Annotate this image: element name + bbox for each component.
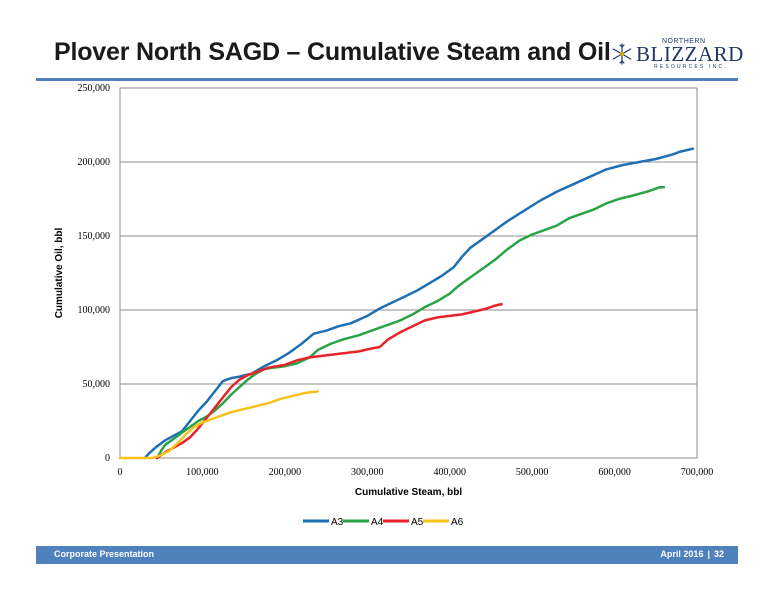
grid-lines [120, 87, 697, 385]
x-tick-label: 700,000 [681, 467, 714, 478]
x-tick-label: 300,000 [351, 467, 384, 478]
x-tick-label: 400,000 [433, 467, 466, 478]
footer-separator: | [707, 549, 710, 559]
series-lines [118, 147, 695, 460]
logo-sub-text: RESOURCES INC. [654, 64, 728, 70]
logo-top-text: NORTHERN [662, 38, 706, 45]
x-tick-label: 600,000 [598, 467, 631, 478]
series-line-a4 [155, 185, 666, 460]
page-number: 32 [713, 549, 724, 559]
y-tick-label: 0 [105, 453, 110, 464]
footer-left-text: Corporate Presentation [54, 549, 155, 559]
plot-frame [119, 87, 698, 459]
title-rule [36, 78, 738, 81]
y-axis-label: Cumulative Oil, bbl [54, 228, 65, 319]
legend: A3 A4 A5 A6 [303, 517, 464, 528]
legend-label-a4: A4 [371, 517, 384, 528]
footer-date: April 2016 [660, 549, 704, 559]
y-tick-label: 50,000 [83, 379, 111, 390]
x-tick-label: 0 [118, 467, 123, 478]
logo-name-text: BLIZZARD [636, 42, 744, 66]
legend-label-a5: A5 [411, 517, 424, 528]
y-tick-label: 250,000 [78, 83, 111, 94]
series-line-a5 [155, 302, 503, 460]
company-logo: NORTHERN BLIZZARD RESOURCES INC. [610, 38, 743, 74]
x-axis-label: Cumulative Steam, bbl [355, 487, 462, 498]
y-tick-label: 150,000 [78, 231, 111, 242]
slide-title: Plover North SAGD – Cumulative Steam and… [54, 38, 611, 66]
legend-label-a6: A6 [451, 517, 464, 528]
x-tick-label: 500,000 [516, 467, 549, 478]
footer-right-text: April 2016 | 32 [660, 549, 724, 559]
series-line-a3 [143, 147, 695, 460]
series-line-a6 [118, 390, 320, 460]
snowflake-icon [612, 43, 632, 65]
legend-label-a3: A3 [331, 517, 344, 528]
x-tick-label: 100,000 [186, 467, 219, 478]
x-tick-labels: 0 100,000 200,000 300,000 400,000 500,000 600,… [118, 467, 714, 478]
y-tick-label: 100,000 [78, 305, 111, 316]
y-tick-labels: 0 50,000 100,000 150,000 200,000 250,000 [78, 83, 111, 464]
footer-bar: Corporate Presentation April 2016 | 32 [36, 546, 738, 564]
x-tick-label: 200,000 [269, 467, 302, 478]
y-tick-label: 200,000 [78, 157, 111, 168]
